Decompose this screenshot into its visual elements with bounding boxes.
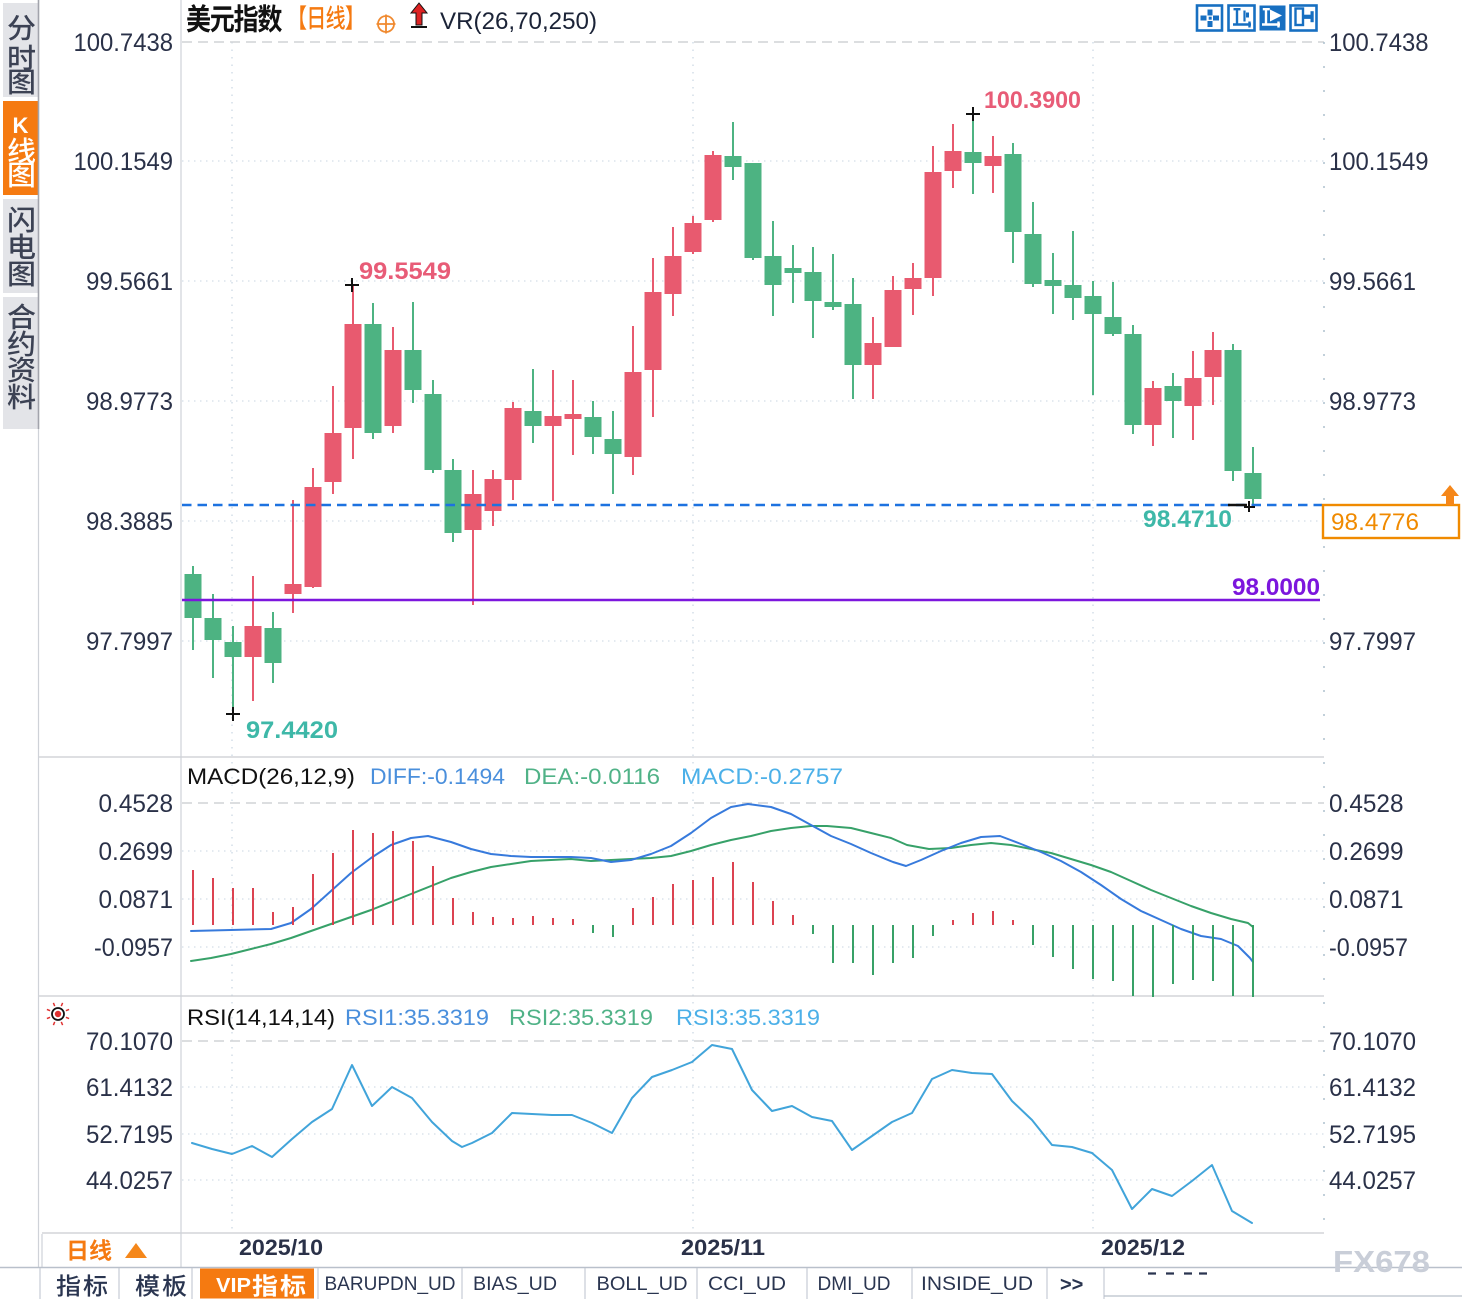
svg-text:52.7195: 52.7195 bbox=[86, 1121, 173, 1149]
svg-text:98.0000: 98.0000 bbox=[1232, 574, 1320, 601]
svg-text:DMI_UD: DMI_UD bbox=[818, 1274, 891, 1295]
svg-text:-0.0957: -0.0957 bbox=[94, 934, 173, 962]
svg-text:CCI_UD: CCI_UD bbox=[708, 1274, 786, 1295]
svg-text:98.4776: 98.4776 bbox=[1331, 509, 1419, 536]
svg-text:98.4710: 98.4710 bbox=[1143, 506, 1232, 533]
svg-text:100.7438: 100.7438 bbox=[1329, 29, 1429, 57]
svg-text:61.4132: 61.4132 bbox=[86, 1074, 173, 1102]
svg-text:BOLL_UD: BOLL_UD bbox=[597, 1274, 688, 1295]
svg-text:52.7195: 52.7195 bbox=[1329, 1121, 1416, 1149]
svg-text:VIP: VIP bbox=[216, 1275, 251, 1297]
svg-text:100.1549: 100.1549 bbox=[74, 148, 174, 176]
svg-text:99.5549: 99.5549 bbox=[359, 258, 451, 285]
svg-text:0.4528: 0.4528 bbox=[1329, 790, 1404, 818]
svg-text:99.5661: 99.5661 bbox=[1329, 268, 1416, 296]
svg-text:70.1070: 70.1070 bbox=[86, 1028, 173, 1056]
svg-text:DIFF:-0.1494: DIFF:-0.1494 bbox=[370, 764, 505, 789]
svg-text:RSI(14,14,14): RSI(14,14,14) bbox=[187, 1005, 335, 1030]
svg-text:0.0871: 0.0871 bbox=[1329, 886, 1404, 914]
svg-text:RSI3:35.3319: RSI3:35.3319 bbox=[676, 1005, 820, 1030]
svg-text:2025/12: 2025/12 bbox=[1101, 1235, 1185, 1260]
svg-text:70.1070: 70.1070 bbox=[1329, 1028, 1416, 1056]
svg-text:100.1549: 100.1549 bbox=[1329, 148, 1429, 176]
svg-text:DEA:-0.0116: DEA:-0.0116 bbox=[524, 764, 660, 789]
svg-text:FX678: FX678 bbox=[1333, 1244, 1430, 1279]
svg-text:BIAS_UD: BIAS_UD bbox=[473, 1274, 557, 1295]
svg-text:2025/11: 2025/11 bbox=[681, 1235, 765, 1260]
svg-text:0.2699: 0.2699 bbox=[99, 838, 174, 866]
svg-text:61.4132: 61.4132 bbox=[1329, 1074, 1416, 1102]
svg-text:MACD(26,12,9): MACD(26,12,9) bbox=[187, 764, 355, 789]
svg-text:98.9773: 98.9773 bbox=[1329, 388, 1416, 416]
svg-text:2025/10: 2025/10 bbox=[239, 1235, 323, 1260]
svg-text:99.5661: 99.5661 bbox=[86, 268, 173, 296]
svg-text:100.3900: 100.3900 bbox=[984, 87, 1081, 114]
svg-text:98.3885: 98.3885 bbox=[86, 508, 173, 536]
svg-text:RSI1:35.3319: RSI1:35.3319 bbox=[345, 1005, 489, 1030]
svg-text:44.0257: 44.0257 bbox=[86, 1167, 173, 1195]
svg-text:97.7997: 97.7997 bbox=[86, 628, 173, 656]
svg-text:0.2699: 0.2699 bbox=[1329, 838, 1404, 866]
svg-text:0.4528: 0.4528 bbox=[99, 790, 174, 818]
svg-text:MACD:-0.2757: MACD:-0.2757 bbox=[681, 764, 843, 789]
svg-text:98.9773: 98.9773 bbox=[86, 388, 173, 416]
svg-text:44.0257: 44.0257 bbox=[1329, 1167, 1416, 1195]
svg-text:>>: >> bbox=[1060, 1274, 1083, 1296]
svg-text:97.7997: 97.7997 bbox=[1329, 628, 1416, 656]
svg-text:BARUPDN_UD: BARUPDN_UD bbox=[325, 1274, 456, 1295]
svg-text:100.7438: 100.7438 bbox=[74, 29, 174, 57]
svg-text:-0.0957: -0.0957 bbox=[1329, 934, 1408, 962]
svg-text:INSIDE_UD: INSIDE_UD bbox=[921, 1274, 1033, 1295]
svg-text:0.0871: 0.0871 bbox=[99, 886, 174, 914]
svg-text:97.4420: 97.4420 bbox=[246, 717, 338, 744]
svg-text:RSI2:35.3319: RSI2:35.3319 bbox=[509, 1005, 653, 1030]
svg-text:K: K bbox=[13, 113, 29, 138]
svg-text:VR(26,70,250): VR(26,70,250) bbox=[440, 8, 597, 35]
